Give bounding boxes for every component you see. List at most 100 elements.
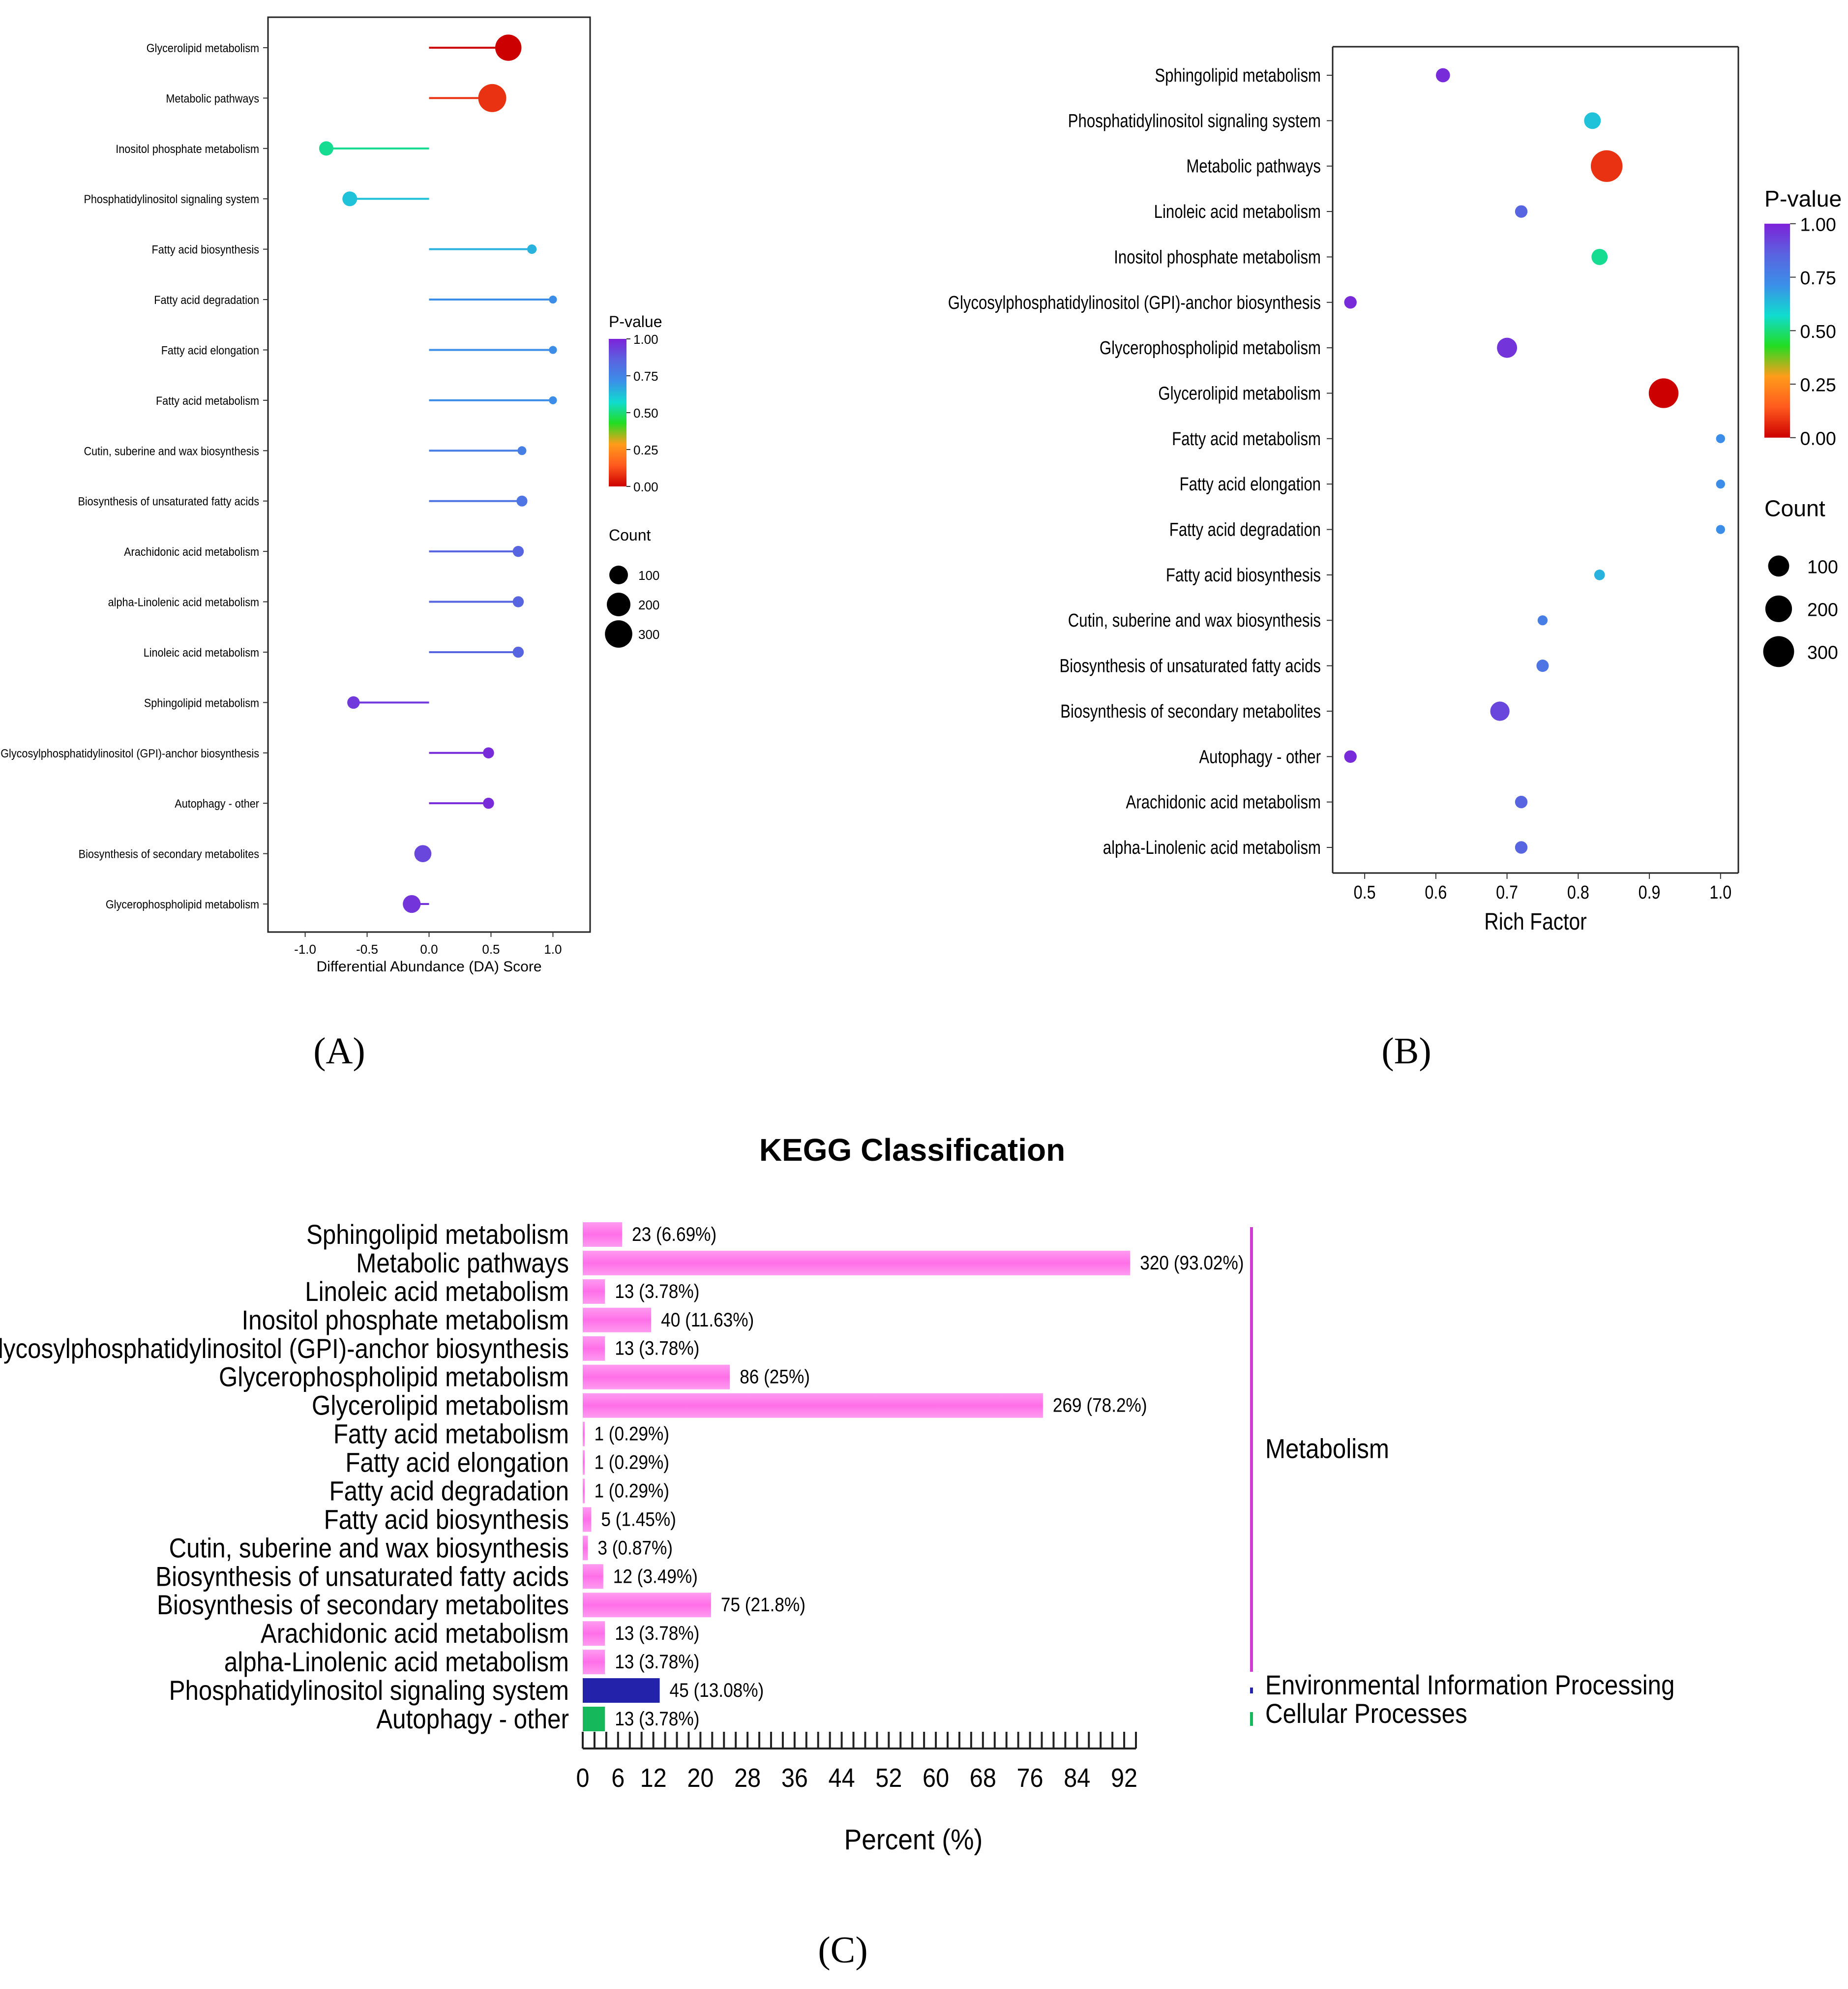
pvalue-legend-title: P-value [1764, 186, 1842, 211]
x-tick-label: 12 [640, 1763, 667, 1793]
y-tick-label: Fatty acid metabolism [1172, 429, 1321, 450]
lollipop-point [319, 141, 333, 156]
lollipop-point [512, 646, 524, 658]
y-tick-label: Fatty acid elongation [1180, 474, 1321, 495]
x-tick-label: 0.5 [1354, 882, 1376, 903]
y-tick-label: Linoleic acid metabolism [144, 646, 259, 659]
kegg-bar [583, 1307, 652, 1332]
kegg-bar [583, 1393, 1043, 1418]
kegg-bar [583, 1593, 711, 1618]
y-tick-label: Biosynthesis of secondary metabolites [1060, 701, 1321, 722]
category-label: alpha-Linolenic acid metabolism [224, 1647, 569, 1678]
bubble-point [1515, 795, 1528, 809]
category-label: Arachidonic acid metabolism [261, 1618, 569, 1649]
lollipop-point [483, 747, 494, 759]
count-legend-circle [1768, 555, 1789, 577]
y-tick-label: alpha-Linolenic acid metabolism [1103, 838, 1321, 858]
kegg-bar [583, 1507, 592, 1532]
y-tick-label: Glycerophospholipid metabolism [106, 898, 259, 911]
lollipop-point [512, 596, 524, 607]
category-label: Linoleic acid metabolism [305, 1276, 569, 1307]
bubble-point [1344, 750, 1357, 763]
count-legend-label: 100 [638, 568, 659, 583]
y-tick-label: Fatty acid degradation [154, 293, 259, 306]
pvalue-colorbar [1764, 223, 1790, 438]
x-tick-label: 36 [781, 1763, 808, 1793]
lollipop-point [478, 84, 507, 112]
y-tick-label: Phosphatidylinositol signaling system [1068, 111, 1321, 132]
bar-value-label: 13 (3.78%) [615, 1622, 699, 1644]
kegg-bar [583, 1364, 730, 1389]
lollipop-point [517, 446, 527, 455]
kegg-bar [583, 1250, 1131, 1275]
panel-label-b: (B) [1381, 1030, 1431, 1072]
pvalue-tick-label: 0.00 [633, 480, 658, 494]
pvalue-tick-label: 0.75 [633, 369, 658, 384]
count-legend-label: 300 [638, 627, 659, 642]
count-legend-circle [609, 566, 628, 584]
lollipop-point [549, 396, 557, 404]
kegg-bar [583, 1564, 603, 1589]
y-tick-label: Linoleic acid metabolism [1154, 202, 1321, 222]
count-legend-label: 200 [1807, 599, 1838, 620]
kegg-bar [583, 1421, 585, 1447]
x-tick-label: 0.9 [1639, 882, 1661, 903]
bubble-point [1716, 434, 1725, 443]
bubble-point [1594, 570, 1605, 580]
y-tick-label: Metabolic pathways [166, 91, 259, 105]
bubble-point [1591, 150, 1623, 182]
category-label: Biosynthesis of unsaturated fatty acids [155, 1561, 569, 1592]
bubble-point [1497, 337, 1518, 358]
count-legend-title: Count [1764, 495, 1825, 521]
kegg-bar [583, 1621, 605, 1646]
x-tick-label: 0.5 [482, 942, 500, 957]
bar-value-label: 1 (0.29%) [594, 1451, 669, 1473]
y-tick-label: Glycosylphosphatidylinositol (GPI)-ancho… [948, 293, 1321, 313]
lollipop-point [549, 346, 557, 354]
y-tick-label: Biosynthesis of unsaturated fatty acids [1059, 656, 1321, 677]
x-tick-label: 68 [970, 1763, 996, 1793]
count-legend-circle [1765, 595, 1792, 622]
y-tick-label: Glycosylphosphatidylinositol (GPI)-ancho… [0, 747, 259, 760]
count-legend-label: 300 [1807, 642, 1838, 663]
kegg-bar [583, 1536, 588, 1561]
category-label: Biosynthesis of secondary metabolites [157, 1590, 569, 1621]
bar-value-label: 86 (25%) [740, 1366, 810, 1388]
x-tick-label: 52 [875, 1763, 902, 1793]
bubble-point [1716, 480, 1725, 489]
category-label: Glycerophospholipid metabolism [219, 1362, 569, 1393]
y-tick-label: Glycerolipid metabolism [147, 41, 259, 55]
x-tick-label: 44 [829, 1763, 855, 1793]
bar-value-label: 13 (3.78%) [615, 1280, 699, 1302]
x-tick-label: 0.8 [1567, 882, 1589, 903]
bubble-point [1344, 296, 1357, 309]
y-tick-label: Cutin, suberine and wax biosynthesis [84, 444, 259, 457]
category-label: Phosphatidylinositol signaling system [169, 1675, 569, 1706]
category-label: Metabolic pathways [356, 1248, 569, 1279]
pvalue-tick-label: 1.00 [1800, 214, 1836, 235]
lollipop-point [414, 845, 432, 862]
kegg-bar [583, 1478, 585, 1504]
lollipop-point [516, 495, 528, 507]
bubble-point [1716, 525, 1725, 534]
y-tick-label: Cutin, suberine and wax biosynthesis [1068, 610, 1321, 631]
kegg-bar [583, 1650, 605, 1675]
x-tick-label: 0 [576, 1763, 589, 1793]
y-tick-label: alpha-Linolenic acid metabolism [108, 595, 259, 608]
kegg-bar [583, 1678, 660, 1703]
category-label: Autophagy - other [376, 1704, 569, 1735]
x-axis-label: Rich Factor [1484, 909, 1587, 935]
y-tick-label: Autophagy - other [1199, 747, 1321, 767]
y-tick-label: Glycerophospholipid metabolism [1100, 338, 1321, 359]
count-legend-label: 200 [638, 598, 659, 612]
lollipop-point [512, 545, 524, 557]
kegg-title: KEGG Classification [759, 1132, 1065, 1168]
y-tick-label: Inositol phosphate metabolism [116, 142, 259, 155]
category-label: Inositol phosphate metabolism [241, 1305, 569, 1336]
bar-value-label: 320 (93.02%) [1140, 1252, 1244, 1274]
category-label: Glycerolipid metabolism [312, 1390, 569, 1421]
pvalue-tick-label: 0.50 [633, 406, 658, 421]
bar-value-label: 12 (3.49%) [613, 1565, 698, 1587]
lollipop-point [549, 295, 557, 304]
